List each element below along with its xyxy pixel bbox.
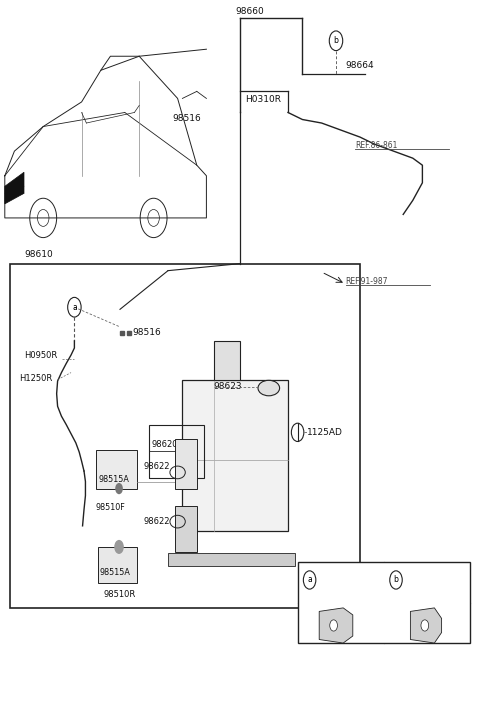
Text: H1250R: H1250R	[19, 374, 52, 382]
Ellipse shape	[258, 380, 279, 396]
Text: 98664: 98664	[346, 61, 374, 70]
Text: b: b	[334, 37, 338, 45]
Bar	[182, 380, 288, 531]
Text: 98622: 98622	[144, 517, 170, 526]
Text: a: a	[72, 303, 77, 311]
Text: REF.91-987: REF.91-987	[346, 277, 388, 285]
Polygon shape	[410, 608, 442, 643]
Bar	[175, 439, 197, 489]
Text: 98620: 98620	[151, 440, 178, 449]
Text: 98660: 98660	[235, 8, 264, 16]
Text: 98610: 98610	[24, 250, 53, 259]
Bar	[96, 450, 137, 489]
Bar	[168, 553, 295, 566]
Bar	[10, 264, 360, 608]
Bar	[298, 562, 470, 643]
Text: 98516: 98516	[132, 328, 161, 337]
Text: 98515A: 98515A	[100, 569, 131, 577]
Text: 98510R: 98510R	[103, 590, 135, 598]
Text: 98662B: 98662B	[318, 576, 350, 584]
Bar	[214, 341, 240, 380]
Bar	[149, 425, 204, 478]
Text: H0310R: H0310R	[245, 96, 281, 104]
Text: a: a	[307, 576, 312, 584]
Text: H0950R: H0950R	[24, 351, 57, 359]
Circle shape	[421, 620, 429, 631]
Text: 98516: 98516	[173, 114, 202, 122]
Text: 98661G: 98661G	[404, 576, 437, 584]
Text: b: b	[394, 576, 398, 584]
Text: 98623: 98623	[214, 382, 242, 391]
Text: REF.86-861: REF.86-861	[355, 141, 397, 150]
Circle shape	[330, 620, 337, 631]
Circle shape	[114, 540, 124, 554]
Bar	[98, 547, 137, 583]
Polygon shape	[5, 172, 24, 204]
Bar	[175, 506, 197, 552]
Text: 98515A: 98515A	[98, 475, 129, 484]
Circle shape	[115, 483, 123, 494]
Text: 98510F: 98510F	[96, 503, 126, 512]
Polygon shape	[319, 608, 353, 643]
Text: 1125AD: 1125AD	[307, 428, 343, 437]
Text: 98622: 98622	[144, 462, 170, 470]
